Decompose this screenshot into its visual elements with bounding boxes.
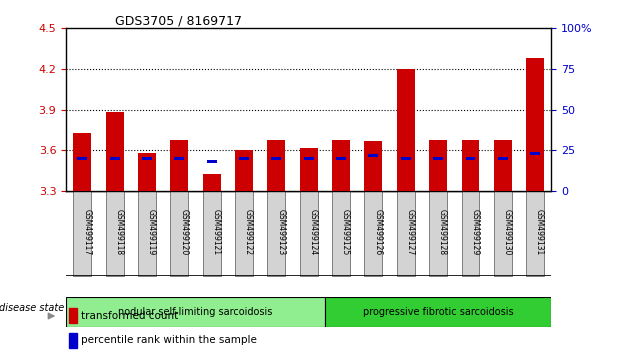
Bar bbox=[106, 113, 123, 191]
Bar bbox=[268, 191, 285, 276]
Text: GSM499126: GSM499126 bbox=[374, 209, 382, 255]
Text: GDS3705 / 8169717: GDS3705 / 8169717 bbox=[115, 14, 242, 27]
Bar bbox=[462, 191, 479, 276]
Bar bbox=[239, 157, 249, 160]
Text: transformed count: transformed count bbox=[81, 311, 178, 321]
Bar bbox=[498, 157, 508, 160]
Bar bbox=[74, 191, 91, 276]
Bar bbox=[369, 154, 378, 157]
Text: GSM499131: GSM499131 bbox=[535, 209, 544, 255]
Bar bbox=[401, 157, 411, 160]
Bar bbox=[332, 139, 350, 191]
Text: GSM499129: GSM499129 bbox=[471, 209, 479, 255]
Text: GSM499123: GSM499123 bbox=[277, 209, 285, 255]
Bar bbox=[494, 139, 512, 191]
Bar bbox=[462, 139, 479, 191]
Bar bbox=[106, 191, 123, 276]
Bar bbox=[171, 191, 188, 276]
Bar bbox=[235, 150, 253, 191]
Bar bbox=[325, 297, 551, 327]
Text: GSM499130: GSM499130 bbox=[503, 209, 512, 255]
Bar bbox=[138, 191, 156, 276]
Bar bbox=[429, 139, 447, 191]
Bar bbox=[530, 152, 540, 155]
Text: GSM499124: GSM499124 bbox=[309, 209, 318, 255]
Bar bbox=[466, 157, 475, 160]
Text: GSM499122: GSM499122 bbox=[244, 209, 253, 255]
Bar bbox=[300, 148, 318, 191]
Bar bbox=[69, 308, 77, 323]
Bar bbox=[365, 191, 382, 276]
Bar bbox=[142, 157, 152, 160]
Bar bbox=[138, 153, 156, 191]
Text: nodular self-limiting sarcoidosis: nodular self-limiting sarcoidosis bbox=[118, 307, 273, 318]
Bar bbox=[272, 157, 281, 160]
Bar bbox=[433, 157, 443, 160]
Text: GSM499119: GSM499119 bbox=[147, 209, 156, 255]
Text: GSM499121: GSM499121 bbox=[212, 209, 220, 255]
Text: GSM499127: GSM499127 bbox=[406, 209, 415, 255]
Bar bbox=[77, 157, 87, 160]
Bar bbox=[66, 297, 325, 327]
Bar bbox=[203, 191, 220, 276]
Bar bbox=[336, 157, 346, 160]
Bar bbox=[171, 139, 188, 191]
Bar bbox=[268, 139, 285, 191]
Bar bbox=[69, 333, 77, 348]
Text: progressive fibrotic sarcoidosis: progressive fibrotic sarcoidosis bbox=[363, 307, 513, 318]
Bar bbox=[74, 133, 91, 191]
Bar bbox=[397, 69, 415, 191]
Bar bbox=[365, 141, 382, 191]
Bar bbox=[494, 191, 512, 276]
Bar bbox=[526, 58, 544, 191]
Text: GSM499118: GSM499118 bbox=[115, 209, 123, 255]
Bar bbox=[110, 157, 120, 160]
Text: GSM499120: GSM499120 bbox=[180, 209, 188, 255]
Text: percentile rank within the sample: percentile rank within the sample bbox=[81, 335, 256, 345]
Bar bbox=[175, 157, 184, 160]
Bar bbox=[332, 191, 350, 276]
Text: GSM499117: GSM499117 bbox=[83, 209, 91, 255]
Bar bbox=[203, 173, 220, 191]
Bar bbox=[300, 191, 318, 276]
Bar bbox=[397, 191, 415, 276]
Text: disease state: disease state bbox=[0, 303, 64, 313]
Text: GSM499128: GSM499128 bbox=[438, 209, 447, 255]
Bar bbox=[429, 191, 447, 276]
Bar bbox=[304, 157, 314, 160]
Text: GSM499125: GSM499125 bbox=[341, 209, 350, 255]
Bar bbox=[207, 160, 217, 163]
Bar bbox=[235, 191, 253, 276]
Bar bbox=[526, 191, 544, 276]
